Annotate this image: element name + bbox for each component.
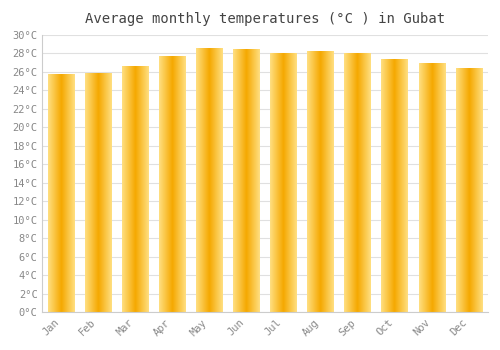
Title: Average monthly temperatures (°C ) in Gubat: Average monthly temperatures (°C ) in Gu… xyxy=(85,13,445,27)
